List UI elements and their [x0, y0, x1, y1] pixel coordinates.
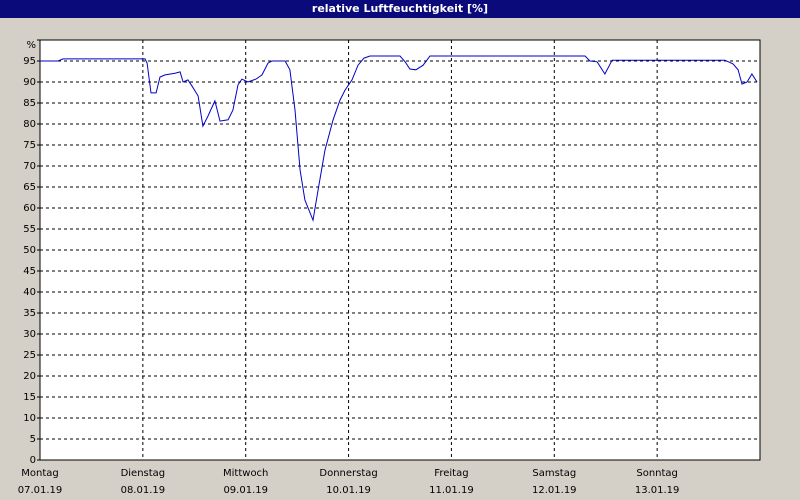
y-tick-label: 95 [23, 56, 36, 67]
y-tick-label: 60 [23, 203, 36, 214]
data-line [40, 55, 758, 223]
x-tick-label: Donnerstag [319, 468, 377, 479]
x-tick-date: 07.01.19 [18, 485, 63, 496]
x-tick-date: 09.01.19 [223, 485, 268, 496]
x-tick-date: 08.01.19 [121, 485, 166, 496]
y-tick-label: 65 [23, 182, 36, 193]
y-tick-label: 50 [23, 245, 36, 256]
y-tick-label: 90 [23, 77, 36, 88]
y-tick-label: 30 [23, 329, 36, 340]
y-tick-label: 10 [23, 413, 36, 424]
plot-border [39, 39, 761, 461]
x-tick-date: 12.01.19 [532, 485, 577, 496]
y-tick-label: 80 [23, 119, 36, 130]
y-tick-label: 85 [23, 98, 36, 109]
y-tick-label: 70 [23, 161, 36, 172]
y-tick-label: 75 [23, 140, 36, 151]
x-tick-date: 13.01.19 [635, 485, 680, 496]
x-tick-label: Montag [21, 468, 58, 479]
y-tick-label: 55 [23, 224, 36, 235]
y-tick-label: 45 [23, 266, 36, 277]
chart-title: relative Luftfeuchtigkeit [%] [312, 2, 488, 15]
x-tick-label: Sonntag [636, 468, 678, 479]
y-tick-label: 25 [23, 350, 36, 361]
y-tick-label: 40 [23, 287, 36, 298]
y-tick-label: 35 [23, 308, 36, 319]
x-tick-date: 11.01.19 [429, 485, 474, 496]
x-tick-label: Dienstag [121, 468, 166, 479]
x-tick-label: Freitag [434, 468, 468, 479]
y-tick-label: % [26, 40, 36, 51]
y-tick-label: 5 [30, 434, 36, 445]
x-tick-label: Mittwoch [223, 468, 268, 479]
y-tick-label: 0 [30, 455, 36, 466]
y-tick-label: 20 [23, 371, 36, 382]
title-bar [0, 0, 800, 18]
x-tick-date: 10.01.19 [326, 485, 371, 496]
x-tick-label: Samstag [532, 468, 576, 479]
y-tick-label: 15 [23, 392, 36, 403]
